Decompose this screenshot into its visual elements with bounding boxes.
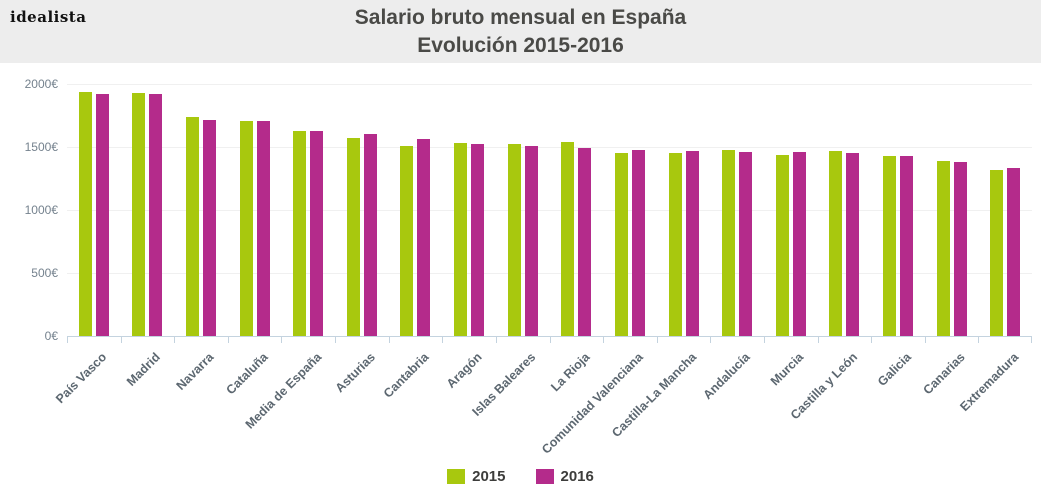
bar-2015[interactable] — [78, 92, 92, 336]
bar-2016[interactable] — [524, 146, 538, 336]
legend-item-2016[interactable]: 2016 — [535, 468, 594, 485]
bar-2015[interactable] — [936, 160, 950, 336]
bar-group — [657, 84, 711, 336]
x-axis-tick — [871, 336, 872, 343]
gridline-1000 — [67, 210, 1032, 211]
bar-group — [925, 84, 979, 336]
x-axis-tick — [335, 336, 336, 343]
bar-2016[interactable] — [95, 94, 109, 336]
bar-group — [281, 84, 335, 336]
y-tick-label: 2000€ — [24, 77, 58, 91]
bar-group — [871, 84, 925, 336]
bar-chart: 0€ 500€ 1000€ 1500€ 2000€ País Vasco Madrid Na… — [24, 77, 1032, 457]
bar-2016[interactable] — [471, 144, 485, 336]
idealista-logo: idealista — [10, 8, 87, 26]
plot-area — [67, 84, 1032, 343]
bar-group — [818, 84, 872, 336]
legend-swatch-2016 — [535, 469, 554, 484]
header-band: idealista Salario bruto mensual en Españ… — [0, 0, 1041, 63]
bar-2016[interactable] — [149, 94, 163, 336]
bar-2016[interactable] — [899, 155, 913, 336]
y-tick-label: 1500€ — [24, 140, 58, 154]
bar-2016[interactable] — [685, 151, 699, 336]
bar-2015[interactable] — [614, 153, 628, 336]
gridline-1500 — [67, 147, 1032, 148]
legend-item-2015[interactable]: 2015 — [447, 468, 506, 485]
x-axis-tick — [228, 336, 229, 343]
bar-2015[interactable] — [239, 121, 253, 336]
x-axis-tick — [496, 336, 497, 343]
bar-2015[interactable] — [346, 138, 360, 336]
x-axis-tick — [978, 336, 979, 343]
x-axis-tick — [925, 336, 926, 343]
bar-group — [603, 84, 657, 336]
bar-2016[interactable] — [953, 162, 967, 336]
chart-title-line1: Salario bruto mensual en España — [354, 6, 687, 29]
bar-2016[interactable] — [363, 133, 377, 336]
bar-2015[interactable] — [454, 143, 468, 336]
bar-2015[interactable] — [775, 154, 789, 336]
bar-2016[interactable] — [256, 121, 270, 336]
legend-label: 2015 — [472, 468, 506, 485]
bar-2015[interactable] — [561, 141, 575, 336]
bar-2015[interactable] — [400, 146, 414, 336]
bar-2015[interactable] — [186, 116, 200, 336]
bar-group — [389, 84, 443, 336]
x-category-label: Extremadura — [957, 350, 1022, 414]
gridline-500 — [67, 273, 1032, 274]
x-axis-tick — [764, 336, 765, 343]
x-axis-tick — [550, 336, 551, 343]
x-axis-line — [67, 336, 1032, 337]
chart-title-line2: Evolución 2015-2016 — [417, 34, 624, 57]
bar-2015[interactable] — [668, 153, 682, 336]
bar-group — [978, 84, 1032, 336]
bar-2015[interactable] — [132, 92, 146, 336]
bar-group — [496, 84, 550, 336]
bar-2016[interactable] — [631, 150, 645, 336]
y-tick-label: 0€ — [44, 329, 58, 343]
x-axis-tick — [174, 336, 175, 343]
bar-group — [764, 84, 818, 336]
bar-2015[interactable] — [722, 149, 736, 336]
bar-2015[interactable] — [990, 170, 1004, 336]
legend-label: 2016 — [560, 468, 594, 485]
bar-group — [550, 84, 604, 336]
bar-2016[interactable] — [203, 119, 217, 336]
x-axis-tick — [389, 336, 390, 343]
bar-2016[interactable] — [739, 152, 753, 336]
bar-group — [442, 84, 496, 336]
x-axis-tick — [281, 336, 282, 343]
x-axis-tick — [67, 336, 68, 343]
bar-2015[interactable] — [507, 143, 521, 336]
bar-group — [335, 84, 389, 336]
bar-group — [710, 84, 764, 336]
y-tick-label: 500€ — [31, 266, 58, 280]
bar-group — [228, 84, 282, 336]
x-axis-tick — [818, 336, 819, 343]
x-axis-tick — [1031, 336, 1032, 343]
x-axis-tick — [657, 336, 658, 343]
x-axis-tick — [442, 336, 443, 343]
bar-group — [121, 84, 175, 336]
bar-2016[interactable] — [1007, 168, 1021, 336]
bar-2016[interactable] — [310, 130, 324, 336]
bar-group — [174, 84, 228, 336]
bar-group — [67, 84, 121, 336]
bar-2015[interactable] — [829, 150, 843, 336]
bar-2016[interactable] — [417, 139, 431, 336]
legend-swatch-2015 — [447, 469, 466, 484]
bar-2016[interactable] — [578, 148, 592, 336]
gridline-2000 — [67, 84, 1032, 85]
x-axis-tick — [710, 336, 711, 343]
chart-legend: 2015 2016 — [0, 468, 1041, 485]
bar-2015[interactable] — [882, 155, 896, 336]
bar-2016[interactable] — [846, 153, 860, 336]
x-axis-tick — [603, 336, 604, 343]
chart-title: Salario bruto mensual en España Evolució… — [0, 4, 1041, 60]
x-axis-tick — [121, 336, 122, 343]
y-tick-label: 1000€ — [24, 203, 58, 217]
bar-2016[interactable] — [792, 152, 806, 336]
bar-2015[interactable] — [293, 131, 307, 336]
